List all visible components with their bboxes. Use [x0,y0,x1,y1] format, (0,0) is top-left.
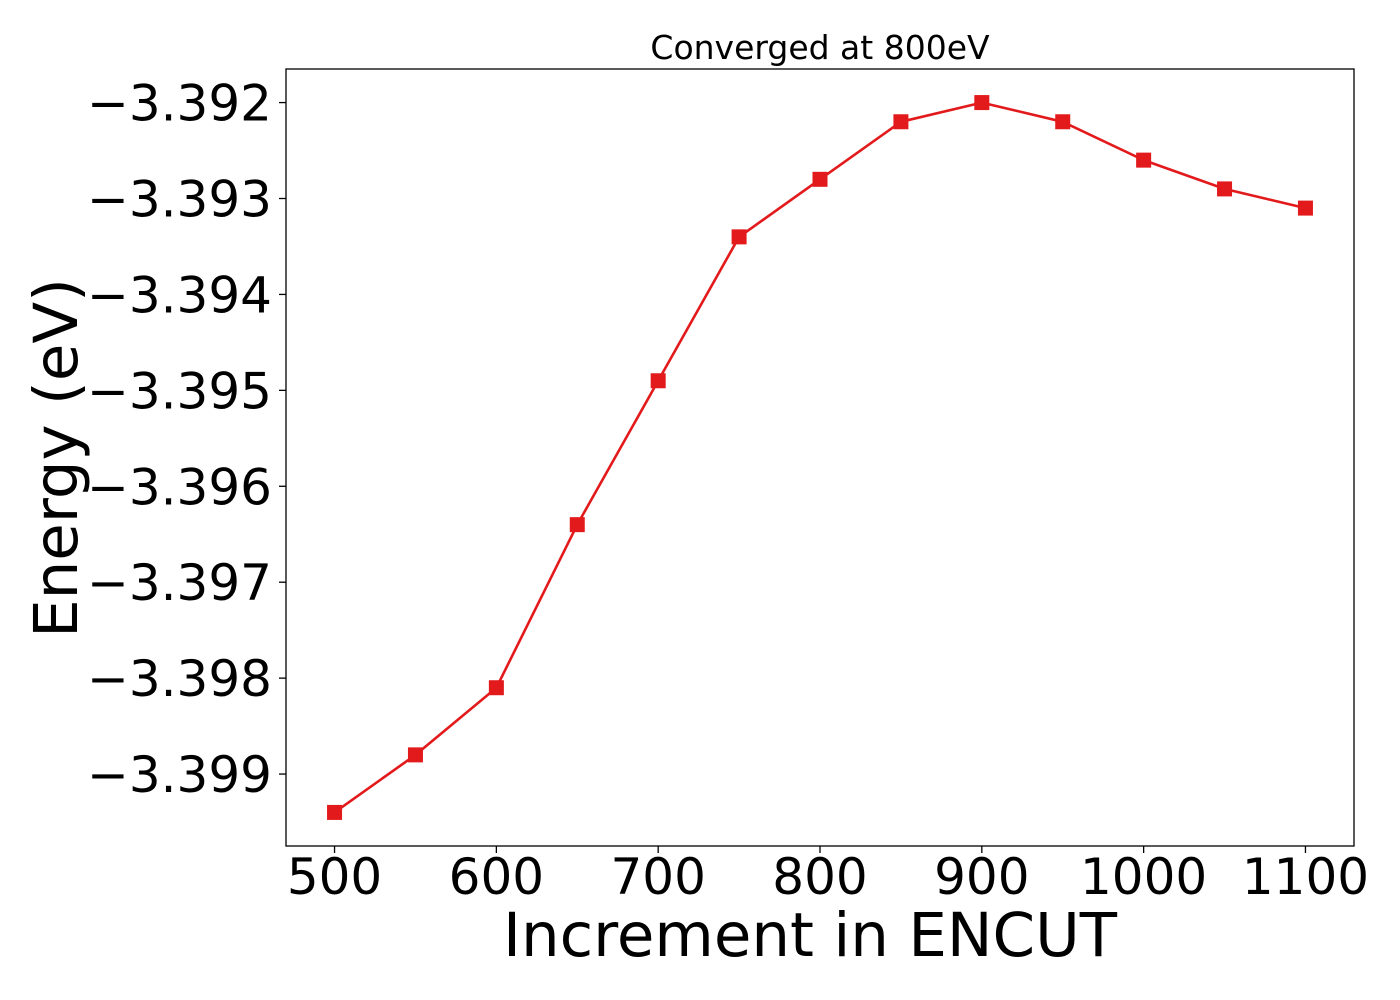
data-point-marker [893,114,909,130]
x-tick-label: 500 [287,848,382,906]
y-tick-label: −3.393 [87,171,272,229]
y-tick-label: −3.399 [87,746,272,804]
data-point-marker [974,95,990,111]
y-tick-label: −3.398 [87,650,272,708]
series-group [327,95,1313,820]
x-tick-label: 700 [610,848,705,906]
data-point-marker [1217,181,1233,197]
y-tick-label: −3.396 [87,458,272,516]
plot-area [285,68,1355,847]
y-tick-label: −3.397 [87,554,272,612]
x-tick-label: 800 [772,848,867,906]
y-axis-label: Energy (eV) [21,278,92,638]
x-tick-label: 600 [449,848,544,906]
x-axis-ticks: 500 600 700 800 900 1000 1100 [287,846,1369,906]
y-tick-label: −3.395 [87,362,272,420]
data-point-marker [650,373,666,389]
data-point-marker [1297,200,1313,216]
data-point-marker [327,804,343,820]
data-point-marker [1136,152,1152,168]
data-point-marker [407,747,423,763]
x-tick-label: 1000 [1080,848,1207,906]
data-point-marker [812,171,828,187]
y-tick-label: −3.392 [87,75,272,133]
x-tick-label: 900 [934,848,1029,906]
data-point-marker [1055,114,1071,130]
x-axis-label: Increment in ENCUT [503,900,1118,971]
chart-title: Converged at 800eV [650,28,990,67]
data-point-marker [731,229,747,245]
y-axis-ticks: −3.392 −3.393 −3.394 −3.395 −3.396 −3.397 −3.3… [87,75,286,804]
data-point-marker [569,517,585,533]
x-tick-label: 1100 [1242,848,1369,906]
y-tick-label: −3.394 [87,266,272,324]
data-point-marker [488,680,504,696]
